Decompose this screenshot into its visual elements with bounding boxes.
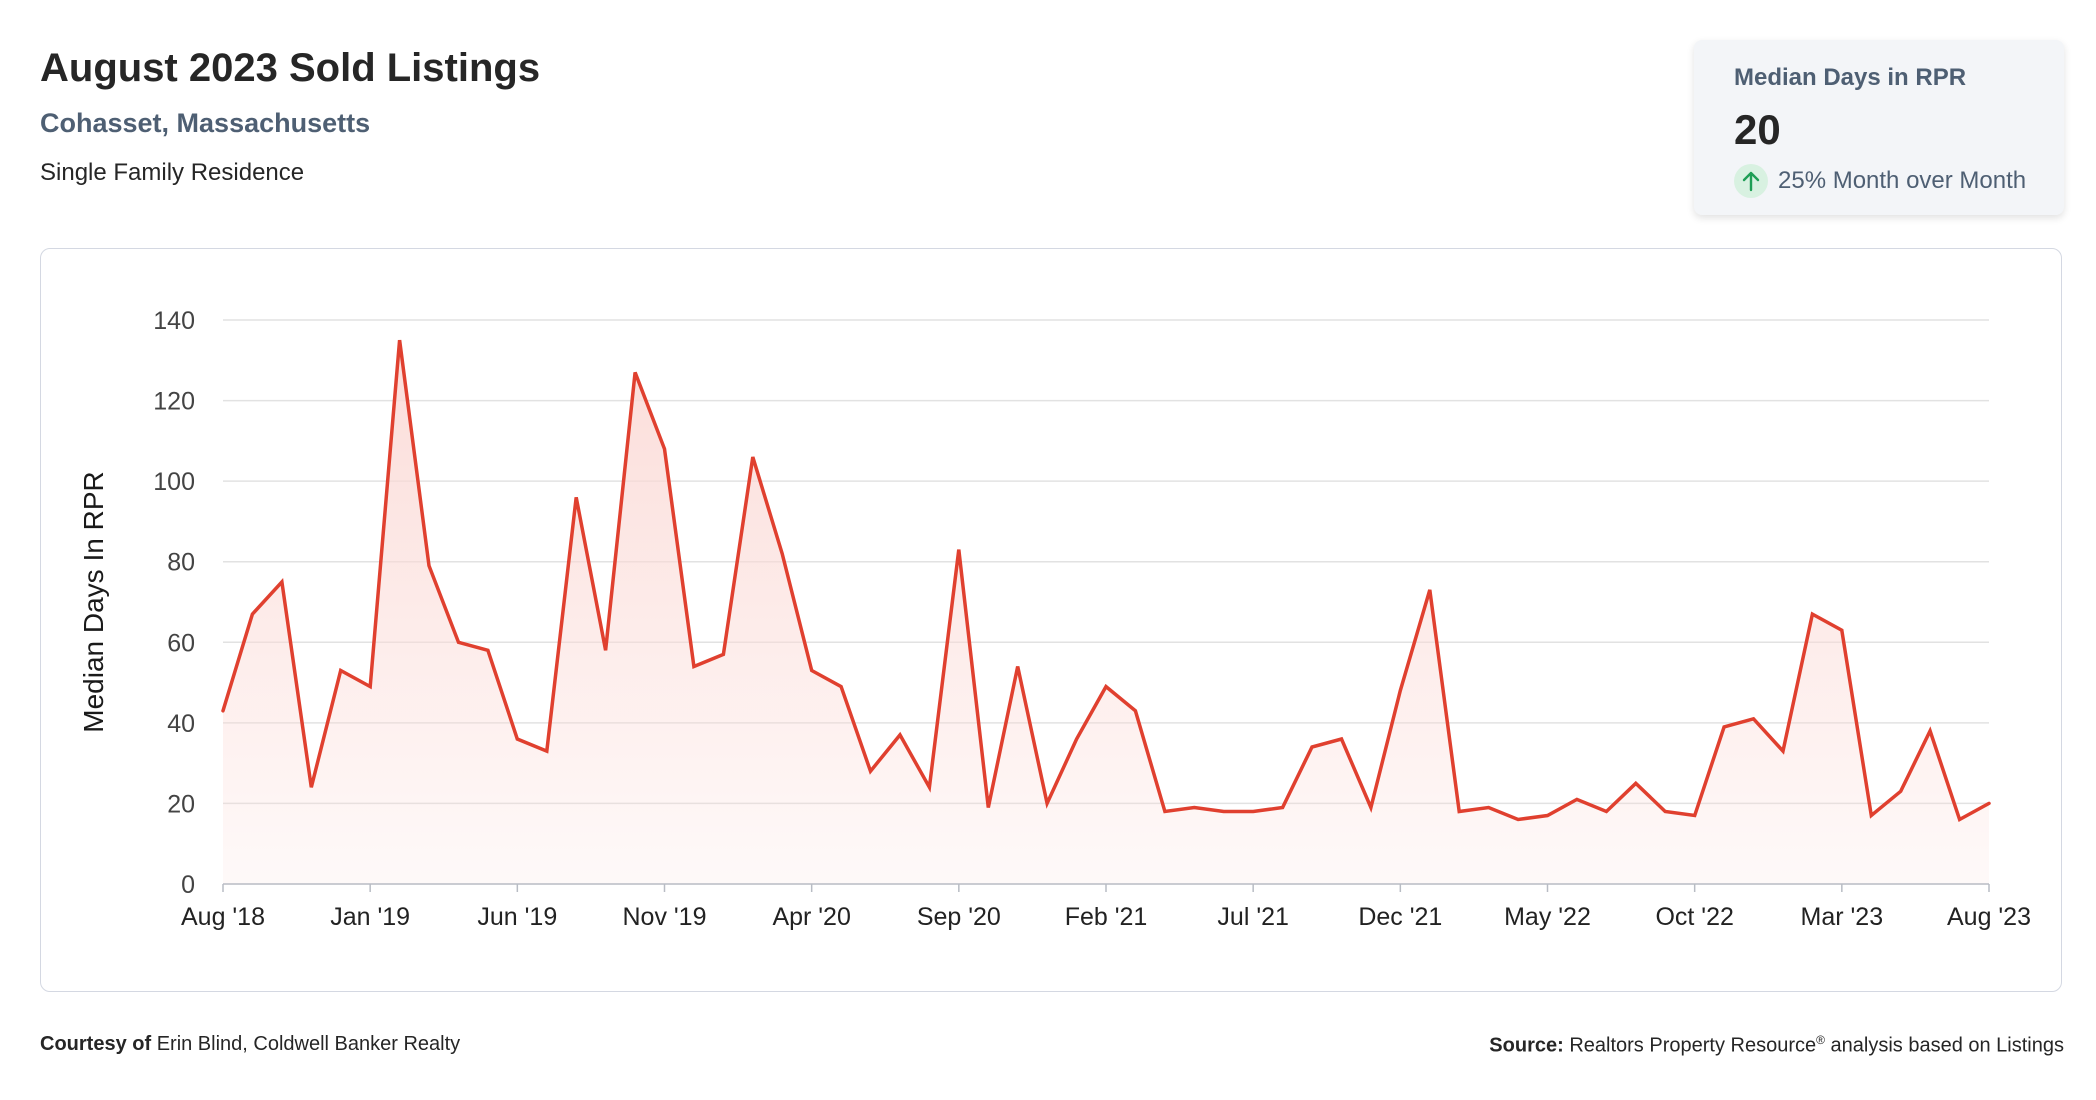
y-axis-label: Median Days In RPR xyxy=(78,471,109,732)
x-tick-label: Aug '23 xyxy=(1947,903,2031,931)
y-tick-label: 140 xyxy=(153,307,195,335)
x-tick-label: Dec '21 xyxy=(1358,903,1442,931)
courtesy-footer: Courtesy of Erin Blind, Coldwell Banker … xyxy=(40,1033,460,1056)
x-tick-label: Nov '19 xyxy=(623,903,707,931)
x-tick-label: Sep '20 xyxy=(917,903,1001,931)
x-tick-label: May '22 xyxy=(1504,903,1591,931)
x-tick-label: Feb '21 xyxy=(1065,903,1148,931)
days-in-rpr-chart: 0 20 40 60 80 100 120 140 Aug '18 Jan '19 Jun '19 N… xyxy=(78,307,2031,931)
source-footer: Source: Realtors Property Resource® anal… xyxy=(1489,1033,2064,1058)
kpi-change: 25% Month over Month xyxy=(1734,164,2064,198)
source-text-suffix: analysis based on Listings xyxy=(1824,1034,2065,1057)
x-tick-label: Mar '23 xyxy=(1801,903,1884,931)
kpi-value: 20 xyxy=(1734,106,1781,153)
x-tick-label: Apr '20 xyxy=(772,903,850,931)
chart-container: 0 20 40 60 80 100 120 140 Aug '18 Jan '19 Jun '19 N… xyxy=(40,248,2062,992)
y-tick-label: 0 xyxy=(181,871,195,899)
kpi-change-text: 25% Month over Month xyxy=(1778,167,2027,194)
y-tick-label: 40 xyxy=(167,710,195,738)
y-tick-label: 120 xyxy=(153,388,195,416)
x-tick-label: Jan '19 xyxy=(330,903,410,931)
kpi-label: Median Days in RPR xyxy=(1734,64,1967,91)
series-line xyxy=(221,339,1991,823)
x-tick-label: Oct '22 xyxy=(1655,903,1733,931)
courtesy-text: Erin Blind, Coldwell Banker Realty xyxy=(156,1033,461,1055)
y-tick-label: 20 xyxy=(167,790,195,818)
arrow-up-icon xyxy=(1734,164,1768,198)
y-tick-label: 60 xyxy=(167,629,195,657)
x-tick-label: Aug '18 xyxy=(181,903,265,931)
series-area xyxy=(223,340,1989,885)
page-title: August 2023 Sold Listings xyxy=(40,46,541,90)
courtesy-label: Courtesy of xyxy=(40,1033,152,1055)
registered-mark: ® xyxy=(1816,1033,1825,1047)
y-tick-label: 100 xyxy=(153,468,195,496)
x-tick-label: Jul '21 xyxy=(1217,903,1288,931)
y-tick-label: 80 xyxy=(167,549,195,577)
property-type-label: Single Family Residence xyxy=(40,159,305,186)
source-text: Realtors Property Resource xyxy=(1569,1034,1817,1057)
x-tick-label: Jun '19 xyxy=(477,903,557,931)
source-label: Source: xyxy=(1489,1034,1564,1057)
kpi-card: Median Days in RPR 20 25% Month over Mon… xyxy=(1694,40,2064,215)
location-subtitle: Cohasset, Massachusetts xyxy=(40,108,371,138)
